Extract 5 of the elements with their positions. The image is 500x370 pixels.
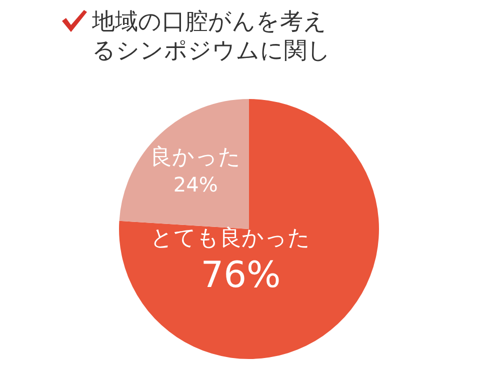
data-label: 24% (173, 172, 218, 196)
chart-title: 地域の口腔がんを考えるシンポジウムに関し (92, 8, 332, 66)
slice-label: 良かった (150, 144, 242, 170)
slice-label: とても良かった (150, 226, 311, 252)
data-label: 76% (200, 254, 281, 296)
